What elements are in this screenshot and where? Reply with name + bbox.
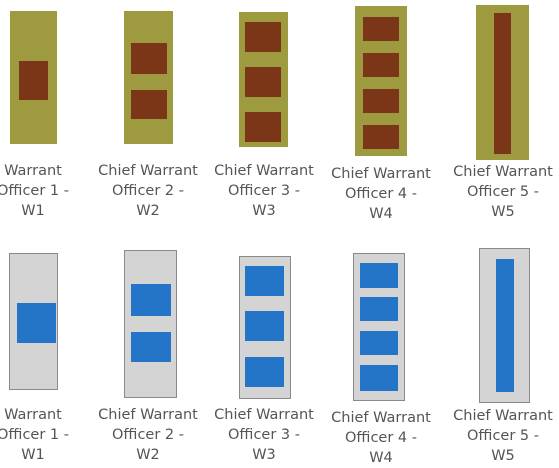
w1-gold-insignia: [10, 11, 57, 144]
brown-stripe: [494, 13, 511, 154]
blue-stripe: [496, 259, 514, 392]
w5-silver-caption: Chief Warrant Officer 5 - W5: [453, 408, 553, 464]
brown-bar: [363, 125, 399, 149]
w1-gold-caption: Warrant Officer 1 - W1: [0, 163, 69, 219]
w4-silver-insignia: [353, 253, 405, 401]
brown-bar: [19, 61, 48, 100]
w3-silver-caption: Chief Warrant Officer 3 - W3: [214, 407, 314, 463]
blue-bar: [360, 365, 398, 391]
blue-bar: [360, 263, 398, 288]
blue-bar: [245, 357, 284, 387]
w1-silver-insignia: [9, 253, 58, 390]
w2-silver-insignia: [124, 250, 177, 398]
w5-gold-caption: Chief Warrant Officer 5 - W5: [453, 164, 553, 220]
w2-silver-caption: Chief Warrant Officer 2 - W2: [98, 407, 198, 463]
blue-bar: [245, 266, 284, 296]
brown-bar: [245, 22, 281, 52]
blue-bar: [131, 284, 171, 316]
brown-bar: [245, 112, 281, 142]
w3-gold-caption: Chief Warrant Officer 3 - W3: [214, 163, 314, 219]
w4-gold-caption: Chief Warrant Officer 4 - W4: [331, 166, 431, 222]
brown-bar: [363, 89, 399, 113]
w1-silver-caption: Warrant Officer 1 - W1: [0, 407, 69, 463]
w5-silver-insignia: [479, 248, 530, 403]
brown-bar: [131, 43, 167, 74]
w2-gold-insignia: [124, 11, 173, 144]
w4-silver-caption: Chief Warrant Officer 4 - W4: [331, 410, 431, 466]
brown-bar: [363, 53, 399, 77]
blue-bar: [131, 332, 171, 362]
blue-bar: [17, 303, 56, 343]
w3-silver-insignia: [239, 256, 291, 399]
blue-bar: [360, 331, 398, 355]
w3-gold-insignia: [239, 12, 288, 147]
brown-bar: [131, 90, 167, 119]
w2-gold-caption: Chief Warrant Officer 2 - W2: [98, 163, 198, 219]
w5-gold-insignia: [476, 5, 529, 160]
brown-bar: [245, 67, 281, 97]
w4-gold-insignia: [355, 6, 407, 156]
blue-bar: [360, 297, 398, 321]
blue-bar: [245, 311, 284, 341]
brown-bar: [363, 17, 399, 41]
